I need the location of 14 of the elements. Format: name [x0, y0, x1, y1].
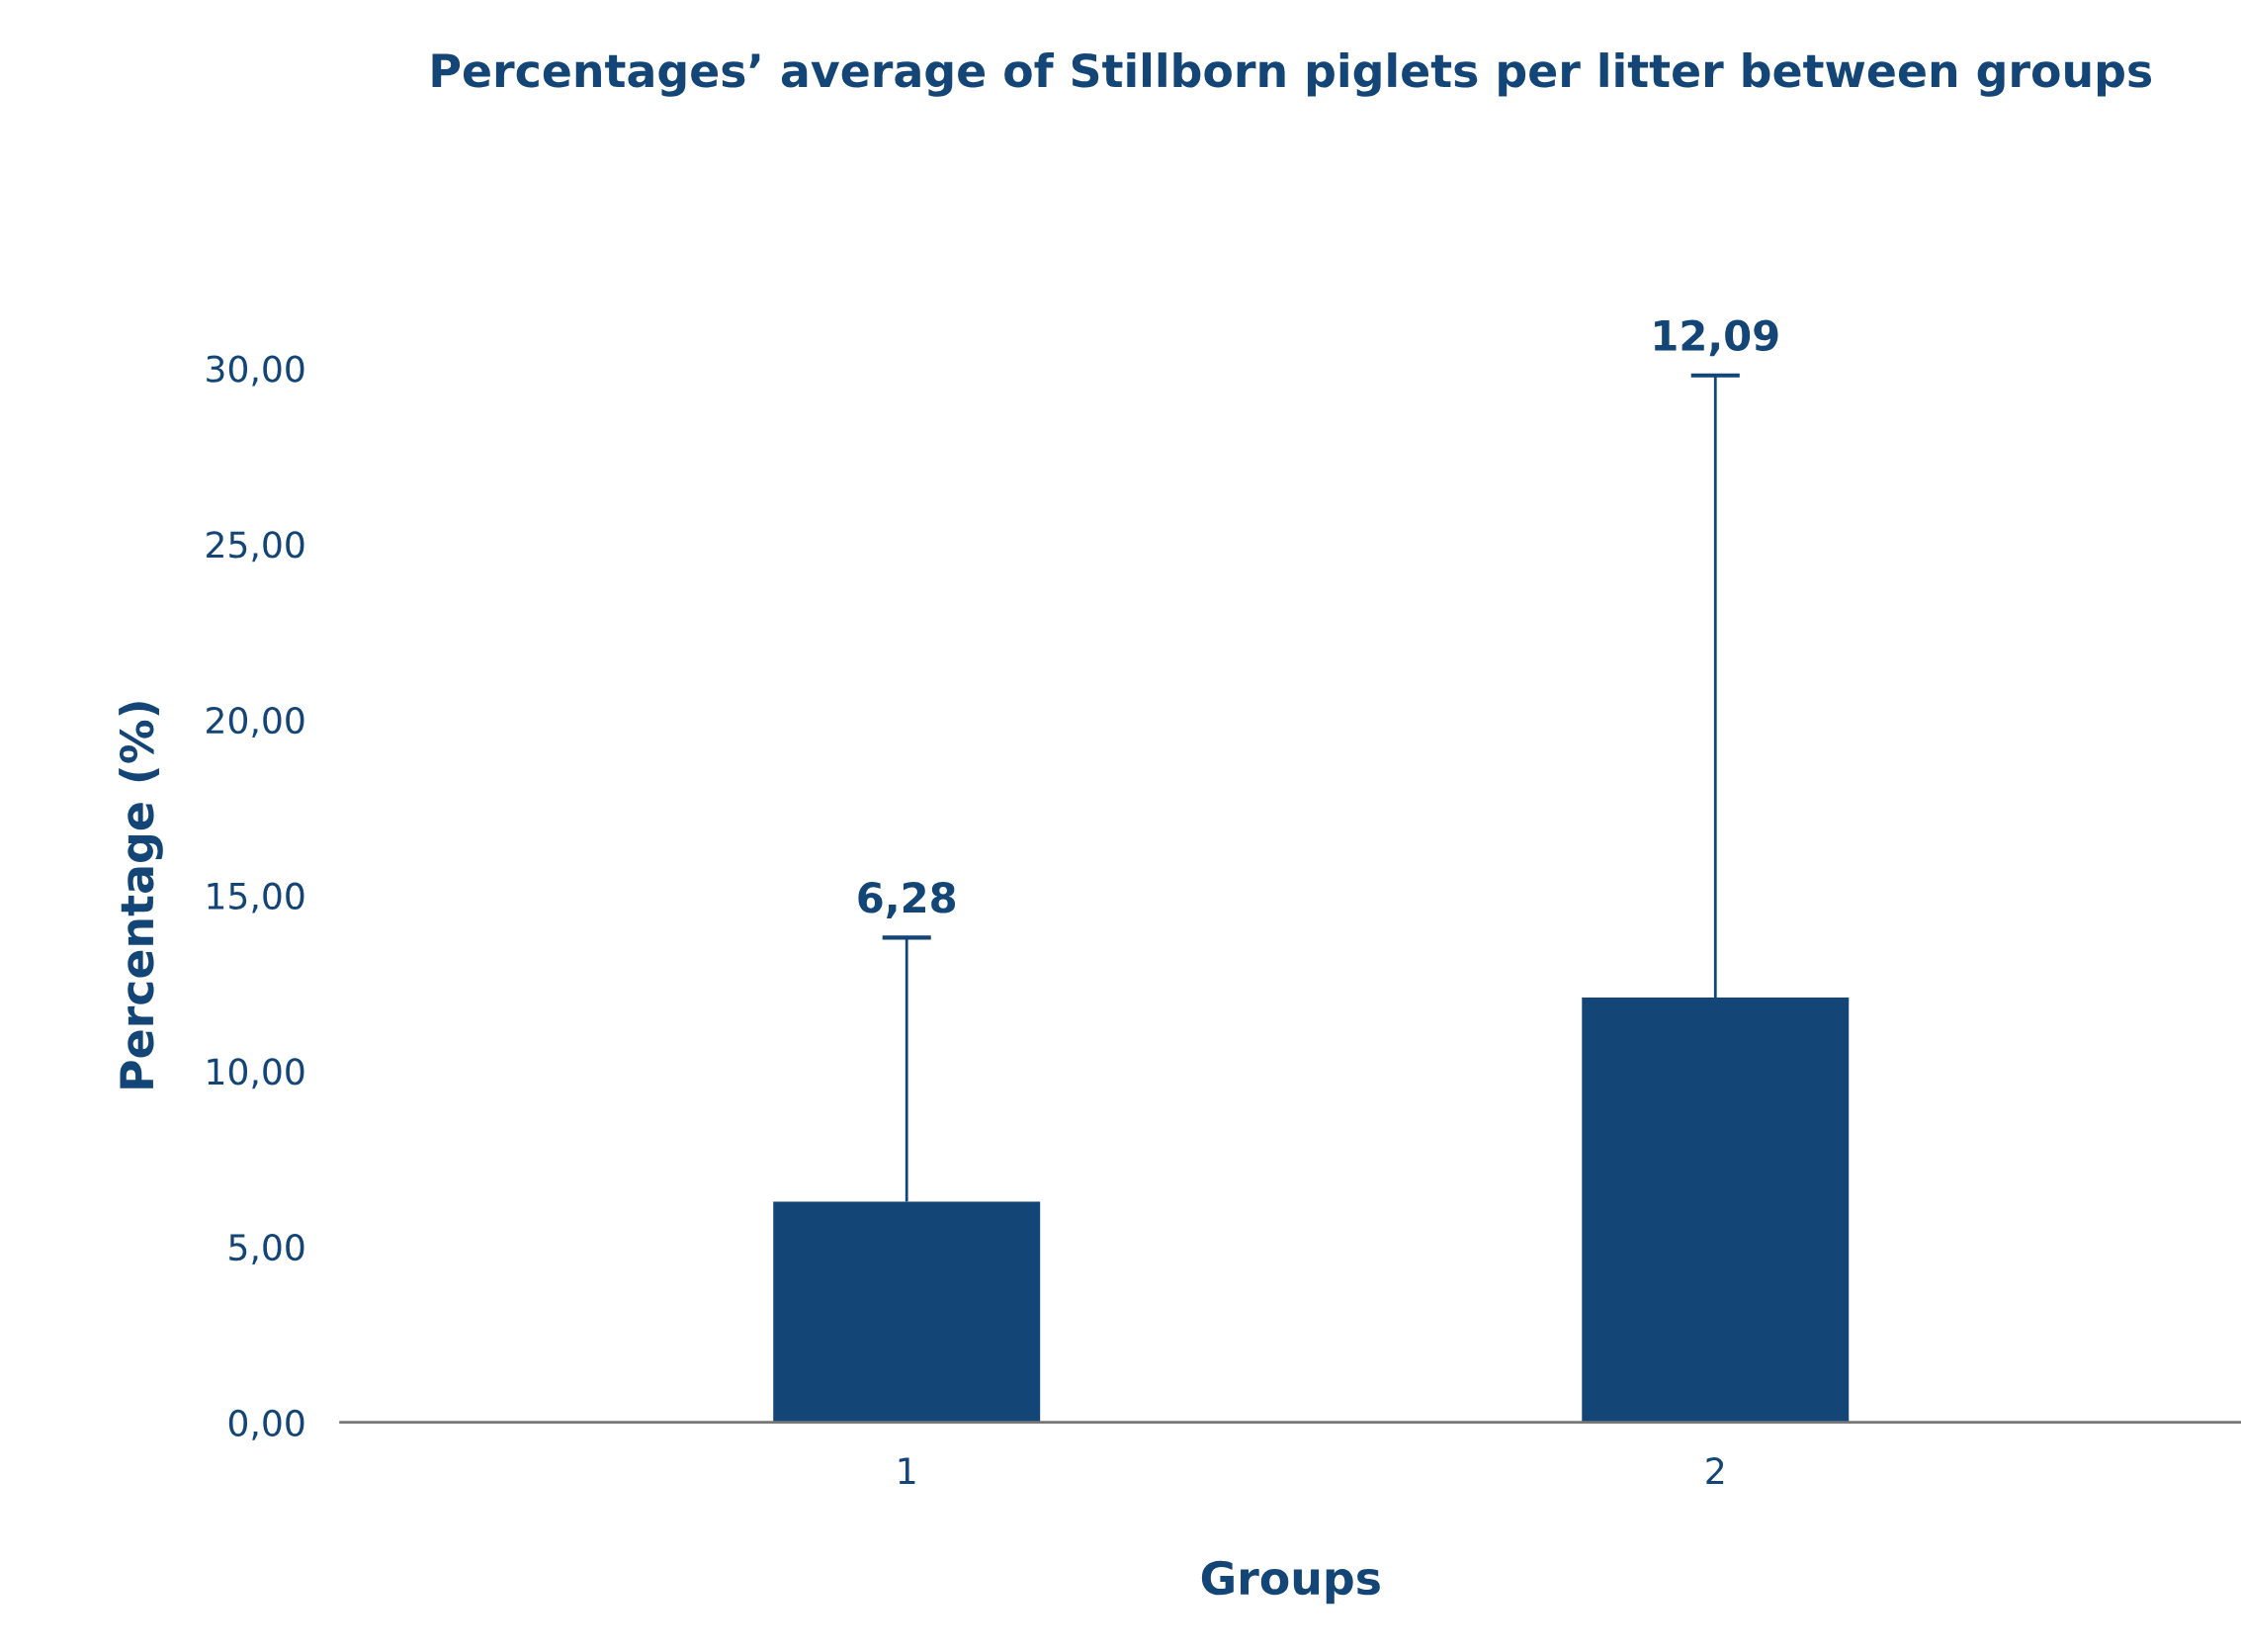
annotation: 6,28	[858, 882, 956, 918]
y-tick-label: 30,00	[207, 355, 304, 387]
y-tick-label: 15,00	[208, 882, 304, 913]
chart-title: Percentages’ average of Stillborn piglets per litter between groups	[432, 52, 2152, 97]
x-axis-title: Groups	[1201, 1560, 1380, 1605]
x-tick-label: 1	[899, 1457, 915, 1484]
y-tick-label: 10,00	[208, 1058, 304, 1089]
annotation: 12,09	[1655, 319, 1778, 357]
y-axis-title: Percentage (%)	[119, 702, 163, 1088]
y-tick-label: 5,00	[229, 1233, 304, 1264]
x-tick-label: 2	[1706, 1457, 1724, 1484]
y-tick-label: 20,00	[207, 706, 304, 738]
y-tick-label: 25,00	[207, 531, 304, 563]
y-tick-label: 0,00	[228, 1409, 304, 1440]
